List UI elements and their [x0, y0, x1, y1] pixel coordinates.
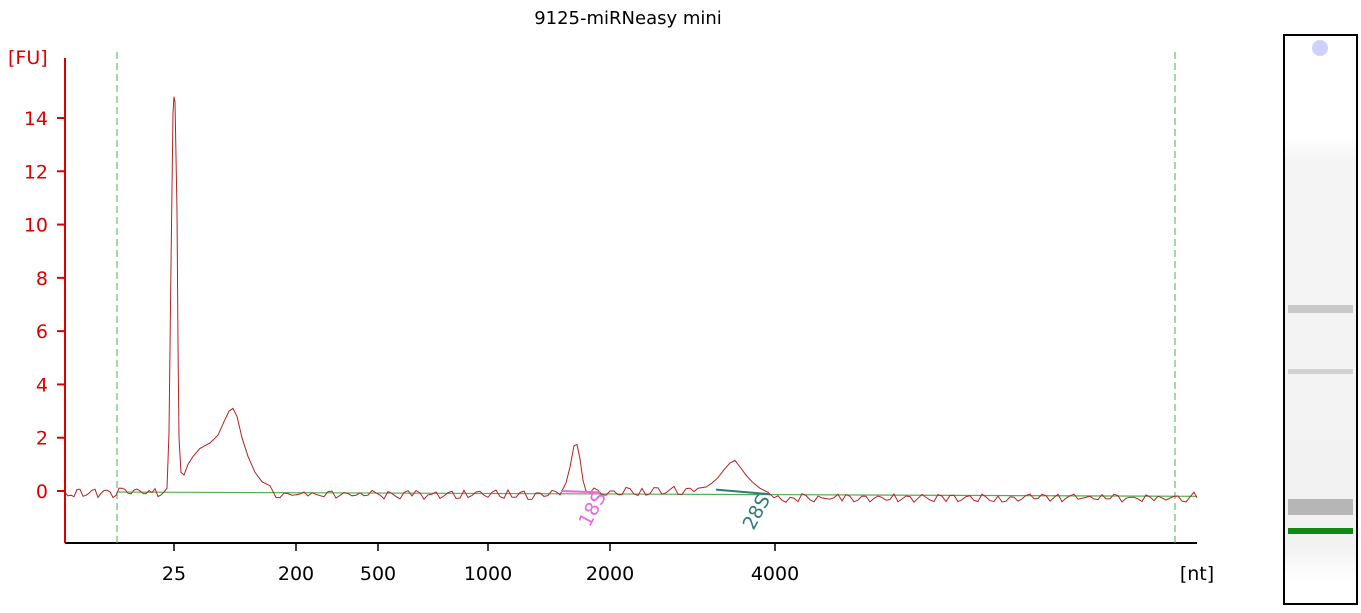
y-tick-label: 8	[36, 268, 48, 290]
gel-lane-frame	[1283, 34, 1358, 605]
gel-well-dot	[1312, 40, 1328, 56]
chart-title: 9125-miRNeasy mini	[534, 8, 722, 29]
x-tick-label: 25	[162, 563, 186, 585]
series-line	[64, 96, 1198, 503]
peak-label-28S: 28S	[738, 491, 774, 533]
gel-band-middle	[1288, 369, 1353, 374]
x-axis-label: [nt]	[1180, 563, 1214, 585]
x-tick-label: 1000	[464, 563, 512, 585]
gel-band-lower	[1288, 499, 1353, 515]
peak-baseline-18S	[560, 490, 601, 494]
x-tick-label: 500	[360, 563, 396, 585]
y-tick-label: 6	[36, 321, 48, 343]
y-axis-label: [FU]	[8, 47, 48, 69]
gel-band-marker-green	[1288, 528, 1353, 534]
y-ticks: 0 2 4 6 8 10 12 14	[24, 108, 65, 503]
baseline	[116, 491, 1198, 497]
y-tick-label: 2	[36, 428, 48, 450]
peak-baseline-28S	[715, 488, 771, 496]
y-tick-label: 12	[24, 161, 48, 183]
y-tick-label: 0	[36, 481, 48, 503]
x-ticks: 25 200 500 1000 2000 4000	[162, 543, 799, 585]
y-tick-label: 10	[24, 215, 48, 237]
gel-band-upper	[1288, 305, 1353, 313]
x-tick-label: 4000	[751, 563, 799, 585]
gel-lane	[1283, 34, 1358, 605]
y-tick-label: 14	[24, 108, 48, 130]
y-tick-label: 4	[36, 374, 48, 396]
x-tick-label: 200	[278, 563, 314, 585]
plot-area: [FU] 0 2 4 6 8 10 12 14 25 200 500 1000 2000 4000 [n…	[8, 47, 1214, 585]
x-tick-label: 2000	[586, 563, 634, 585]
